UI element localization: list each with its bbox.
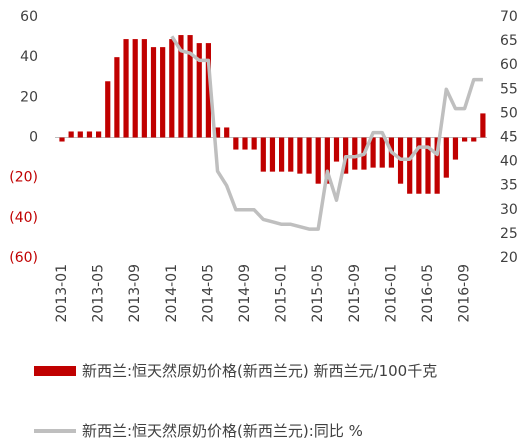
bar bbox=[306, 137, 312, 174]
y-tick-label: 20 bbox=[20, 89, 38, 105]
y2-tick-label: 35 bbox=[500, 178, 518, 194]
x-tick-label: 2015-01 bbox=[274, 264, 290, 323]
x-tick-label: 2016-09 bbox=[457, 264, 473, 323]
y2-tick-label: 55 bbox=[500, 81, 518, 97]
x-tick-label: 2015-05 bbox=[310, 264, 326, 323]
legend-label-bar: 新西兰:恒天然原奶价格(新西兰元) 新西兰元/100千克 bbox=[82, 362, 438, 380]
bar bbox=[132, 39, 138, 138]
bar bbox=[471, 137, 477, 142]
y-tick-label: (20) bbox=[9, 170, 38, 186]
bar bbox=[123, 39, 129, 138]
bar bbox=[324, 137, 330, 184]
bar bbox=[178, 35, 184, 138]
bar bbox=[480, 113, 486, 138]
bar bbox=[297, 137, 303, 174]
bar bbox=[196, 43, 202, 138]
bar bbox=[452, 137, 459, 160]
bar bbox=[242, 137, 248, 150]
bar bbox=[150, 47, 157, 138]
bar bbox=[370, 137, 376, 168]
bar bbox=[205, 43, 211, 138]
bar bbox=[169, 39, 175, 138]
bar bbox=[77, 131, 83, 138]
y2-tick-label: 25 bbox=[500, 226, 518, 242]
bar bbox=[425, 137, 431, 194]
x-tick-label: 2013-09 bbox=[127, 264, 143, 323]
y2-tick-label: 70 bbox=[500, 9, 518, 25]
bar bbox=[141, 39, 147, 138]
bar bbox=[416, 137, 422, 194]
bar bbox=[462, 137, 468, 142]
line bbox=[170, 35, 483, 231]
y-tick-label: (40) bbox=[9, 210, 38, 226]
bar bbox=[187, 35, 193, 138]
bar bbox=[443, 137, 449, 178]
legend-swatch-bar bbox=[34, 366, 76, 376]
y-tick-label: 0 bbox=[29, 130, 38, 146]
bar bbox=[160, 47, 166, 138]
bar bbox=[434, 137, 440, 194]
x-tick-label: 2013-01 bbox=[54, 264, 70, 323]
bar bbox=[279, 137, 285, 172]
bar bbox=[352, 137, 358, 170]
bar bbox=[86, 131, 93, 138]
bar bbox=[260, 137, 266, 172]
legend-label-line: 新西兰:恒天然原奶价格(新西兰元):同比 % bbox=[82, 422, 363, 440]
y2-tick-label: 30 bbox=[500, 202, 518, 218]
bar bbox=[269, 137, 276, 172]
bar bbox=[251, 137, 257, 150]
y2-tick-label: 60 bbox=[500, 57, 518, 73]
y2-tick-label: 45 bbox=[500, 130, 518, 146]
x-tick-label: 2015-09 bbox=[347, 264, 363, 323]
bar bbox=[68, 131, 74, 138]
y2-tick-label: 50 bbox=[500, 105, 518, 121]
bar bbox=[59, 137, 65, 142]
y-tick-label: 40 bbox=[20, 49, 38, 65]
bar bbox=[105, 81, 111, 138]
y2-tick-label: 20 bbox=[500, 250, 518, 266]
x-tick-label: 2014-01 bbox=[164, 264, 180, 323]
x-tick-label: 2014-09 bbox=[237, 264, 253, 323]
bar bbox=[233, 137, 239, 150]
y2-tick-label: 40 bbox=[500, 154, 518, 170]
x-tick-label: 2016-01 bbox=[383, 264, 399, 323]
bar bbox=[379, 137, 385, 168]
bar bbox=[114, 57, 120, 138]
x-tick-label: 2014-05 bbox=[200, 264, 216, 323]
y2-tick-label: 65 bbox=[500, 33, 518, 49]
y-tick-label: 60 bbox=[20, 9, 38, 25]
bar bbox=[288, 137, 294, 172]
y-tick-label: (60) bbox=[9, 250, 38, 266]
bar bbox=[214, 127, 221, 138]
x-tick-label: 2013-05 bbox=[91, 264, 107, 323]
x-tick-label: 2016-05 bbox=[420, 264, 436, 323]
bar bbox=[315, 137, 321, 184]
bar bbox=[333, 137, 340, 162]
bar bbox=[224, 127, 230, 138]
bar bbox=[407, 137, 413, 194]
bar bbox=[96, 131, 102, 138]
